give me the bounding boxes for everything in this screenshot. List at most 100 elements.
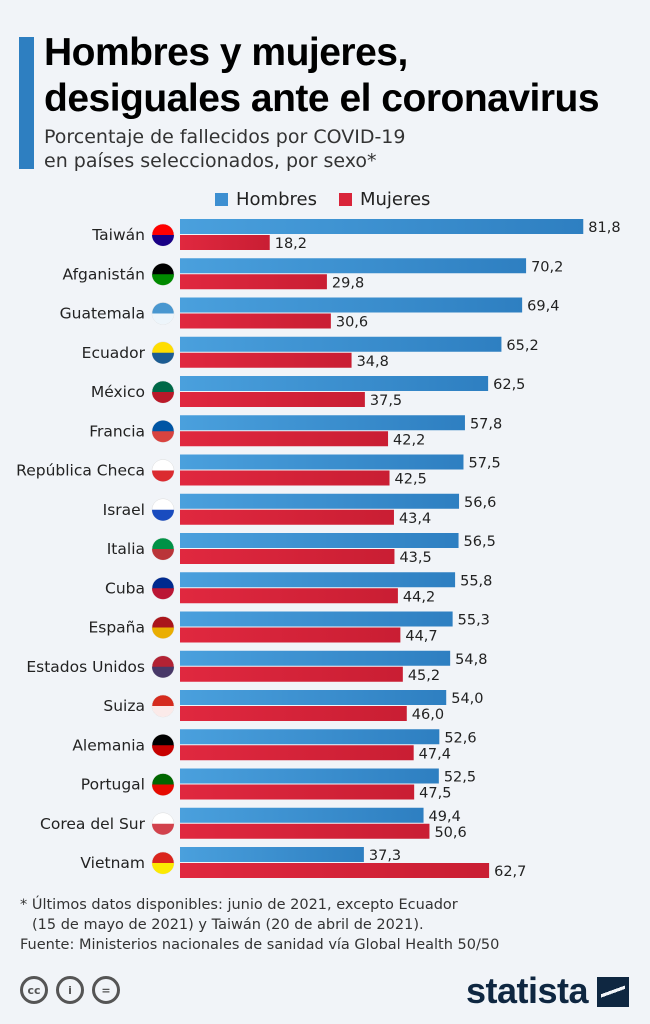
data-label: 30,6 (336, 315, 368, 331)
data-label: 43,5 (399, 550, 431, 566)
bar-hombres (180, 533, 459, 548)
bar-hombres (180, 611, 453, 627)
category-label: Estados Unidos (26, 658, 145, 676)
bar-mujeres (180, 549, 395, 564)
data-label: 45,2 (408, 668, 440, 684)
flag-icon-detail (152, 706, 174, 717)
statista-logo[interactable]: statista (466, 970, 589, 1011)
data-label: 62,7 (494, 864, 526, 880)
data-label: 49,4 (429, 809, 461, 825)
subtitle-line-1: Porcentaje de fallecidos por COVID-19 (44, 126, 406, 148)
flag-icon-detail (152, 745, 174, 757)
bar-hombres (180, 376, 489, 391)
flag-icon-detail (152, 588, 174, 600)
bar-hombres (180, 847, 364, 862)
bar-hombres (180, 454, 464, 470)
footnote-line-1: * Últimos datos disponibles: junio de 20… (20, 897, 458, 913)
data-label: 50,6 (434, 825, 466, 841)
flag-icon-detail (152, 470, 174, 482)
bar-hombres (180, 572, 456, 588)
bar-mujeres (180, 313, 331, 329)
bar-mujeres (180, 627, 401, 643)
bar-mujeres (180, 431, 389, 447)
category-label: Portugal (81, 776, 145, 794)
bar-hombres (180, 729, 440, 745)
bar-mujeres (180, 509, 394, 525)
bar-hombres (180, 807, 424, 823)
bar-mujeres (180, 745, 414, 761)
subtitle-line-2: en países seleccionados, por sexo* (44, 150, 377, 172)
data-label: 55,8 (460, 573, 492, 589)
flag-icon-detail (152, 627, 174, 639)
bar-hombres (180, 493, 460, 509)
bar-mujeres (180, 863, 490, 878)
legend-swatch-hombres (215, 193, 228, 206)
title-line-2: desiguales ante el coronavirus (44, 77, 600, 120)
flag-icon-detail (152, 392, 174, 403)
bar-hombres (180, 219, 584, 234)
data-label: 29,8 (332, 275, 364, 291)
flag-icon-detail (152, 352, 174, 364)
chart-subtitle: Porcentaje de fallecidos por COVID-19 en… (44, 125, 405, 173)
no-derivatives-icon[interactable]: = (92, 976, 120, 1004)
data-label: 62,5 (493, 377, 525, 393)
category-label: Corea del Sur (40, 815, 146, 833)
category-label: Taiwán (91, 226, 145, 244)
bar-hombres (180, 650, 451, 666)
data-label: 65,2 (506, 338, 538, 354)
flag-icon-detail (152, 823, 174, 835)
data-label: 37,3 (369, 848, 401, 864)
data-label: 69,4 (527, 299, 559, 315)
category-label: Cuba (105, 579, 145, 597)
data-label: 34,8 (357, 354, 389, 370)
category-label: Francia (89, 422, 145, 440)
category-label: Vietnam (80, 854, 145, 872)
legend-swatch-mujeres (338, 193, 352, 206)
category-label: Guatemala (60, 305, 145, 323)
category-label: Ecuador (82, 344, 146, 362)
bar-mujeres (180, 706, 407, 721)
data-label: 18,2 (275, 236, 307, 252)
bar-hombres (180, 690, 447, 705)
data-label: 42,2 (393, 432, 425, 448)
attribution-icon[interactable]: i (56, 976, 84, 1004)
flag-icon-detail (152, 549, 174, 560)
data-label: 46,0 (412, 707, 444, 723)
data-label: 55,3 (458, 613, 490, 629)
data-label: 44,2 (403, 589, 435, 605)
title-line-1: Hombres y mujeres, (44, 31, 408, 74)
source-note: Fuente: Ministerios nacionales de sanida… (20, 937, 500, 953)
title-accent-bar (19, 37, 34, 169)
bar-mujeres (180, 823, 430, 839)
legend: Hombres Mujeres (215, 189, 430, 210)
flag-icon-detail (152, 313, 174, 325)
data-label: 44,7 (405, 629, 437, 645)
category-label: México (91, 383, 145, 401)
data-label: 52,5 (444, 770, 476, 786)
data-label: 37,5 (370, 393, 402, 409)
data-label: 70,2 (531, 259, 563, 275)
data-label: 54,8 (455, 652, 487, 668)
category-label: Afganistán (63, 265, 145, 283)
bar-mujeres (180, 235, 270, 250)
footnotes: * Últimos datos disponibles: junio de 20… (20, 895, 499, 955)
legend-item-hombres: Hombres (215, 189, 317, 210)
category-label: Italia (107, 540, 145, 558)
category-label: Alemania (72, 736, 145, 754)
statista-logo-mark-icon (597, 977, 629, 1007)
bar-hombres (180, 336, 502, 352)
bar-mujeres (180, 784, 415, 800)
flag-icon-detail (152, 509, 174, 521)
flag-icon-detail (152, 666, 174, 678)
flag-icon-detail (152, 863, 174, 874)
flag-icon-detail (152, 274, 174, 286)
cc-icon[interactable]: cc (20, 976, 48, 1004)
data-label: 47,4 (419, 746, 451, 762)
bar-mujeres (180, 392, 365, 407)
bar-chart: Taiwán 81,8 18,2 Afganistán 70,2 29,8 Guatemal… (16, 219, 621, 880)
data-label: 43,4 (399, 511, 431, 527)
data-label: 81,8 (588, 220, 620, 236)
data-label: 47,5 (419, 786, 451, 802)
data-label: 56,5 (464, 534, 496, 550)
